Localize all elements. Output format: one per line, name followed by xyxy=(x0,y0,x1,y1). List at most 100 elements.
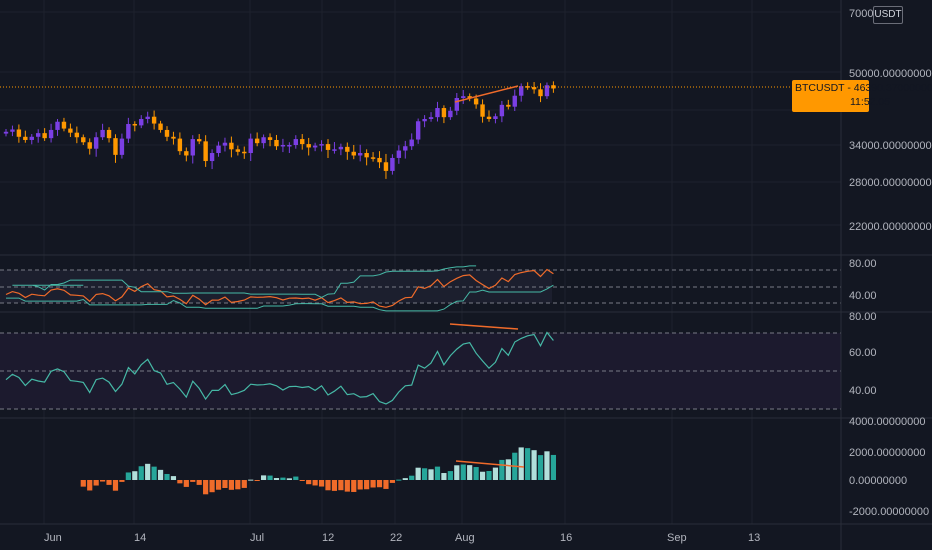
candle-body xyxy=(106,129,112,139)
ind2-rsi-line xyxy=(5,331,554,405)
countdown-label: 11:52:05 xyxy=(850,96,891,108)
histogram-bar xyxy=(80,480,86,487)
histogram-bar xyxy=(428,469,434,480)
histogram-bar xyxy=(531,450,537,480)
candle-body xyxy=(190,139,195,156)
candle-body xyxy=(274,139,279,147)
histogram-bar xyxy=(293,476,299,480)
ind3-divergence-line xyxy=(455,460,525,468)
histogram-bar xyxy=(544,451,550,480)
ind2-label-60: 60.00 xyxy=(849,347,877,359)
histogram-bar xyxy=(331,480,338,491)
candle-body xyxy=(306,144,311,148)
histogram-bar xyxy=(100,480,106,482)
histogram-bar xyxy=(177,480,183,484)
candle-body xyxy=(403,146,408,151)
candle-body xyxy=(358,153,363,156)
candle-body xyxy=(280,145,286,147)
histogram-bar xyxy=(145,463,151,480)
candle-body xyxy=(370,157,376,159)
histogram-bar xyxy=(338,480,344,491)
candle-body xyxy=(68,128,73,133)
histogram-bar xyxy=(525,448,531,480)
candle-body xyxy=(184,151,189,156)
histogram-bar xyxy=(473,467,479,480)
bollinger-rsi-pane xyxy=(0,265,841,312)
candle-body xyxy=(29,136,34,140)
trend-line-price[interactable] xyxy=(454,85,519,103)
price-tag-text: BTCUSDT - 46390.37000000 xyxy=(795,82,932,94)
histogram-bar xyxy=(222,480,228,488)
candle-body xyxy=(158,123,163,130)
candle-body xyxy=(435,108,440,118)
histogram-bar xyxy=(164,473,170,480)
histogram-bar xyxy=(318,480,325,487)
ind1-rsi-line xyxy=(5,268,554,308)
candle-body xyxy=(119,138,125,155)
histogram-bar xyxy=(389,480,395,483)
histogram-bar xyxy=(228,480,234,490)
histogram-bar xyxy=(370,480,376,488)
candle-body xyxy=(312,145,318,148)
candle-body xyxy=(23,136,28,140)
histogram-bar xyxy=(273,478,280,480)
histogram-bar xyxy=(241,480,247,488)
candle-body xyxy=(351,151,356,156)
histogram-bar xyxy=(254,480,260,481)
candle-body xyxy=(332,149,337,151)
candle-body xyxy=(16,129,22,137)
histogram-bar xyxy=(454,465,460,480)
histogram-bar xyxy=(351,480,357,492)
candle-body xyxy=(87,142,92,149)
histogram-bar xyxy=(518,447,524,480)
histogram-bar xyxy=(203,480,209,495)
currency-badge[interactable]: USDT xyxy=(873,6,903,24)
candle-body xyxy=(242,151,247,154)
price-label-top: 7000 xyxy=(849,8,873,20)
candle-body xyxy=(93,137,99,149)
candle-body xyxy=(467,96,472,99)
histogram-pane xyxy=(80,447,556,495)
price-label-34000: 34000.00000000 xyxy=(849,140,932,152)
candle-body xyxy=(209,153,215,162)
ind2-label-40: 40.00 xyxy=(849,385,877,397)
candle-body xyxy=(74,132,80,138)
histogram-bar xyxy=(132,471,138,480)
candle-body xyxy=(544,85,550,97)
candle-body xyxy=(81,137,86,143)
grid-lines xyxy=(0,0,841,524)
ind1-upper-band xyxy=(12,265,477,298)
candle-body xyxy=(222,142,228,146)
histogram-bar xyxy=(170,476,177,480)
time-label-13: 13 xyxy=(748,532,760,544)
histogram-bar xyxy=(215,480,222,490)
candle-body xyxy=(551,85,556,89)
ind1-label-80: 80.00 xyxy=(849,258,877,270)
histogram-bar xyxy=(306,480,312,485)
candle-body xyxy=(3,131,9,134)
histogram-bar xyxy=(106,480,112,485)
histogram-bar xyxy=(467,465,473,480)
histogram-bar xyxy=(209,480,215,493)
histogram-bar xyxy=(112,480,119,491)
candle-body xyxy=(235,149,241,152)
histogram-bar xyxy=(492,467,499,480)
candle-body xyxy=(480,104,485,117)
candle-body xyxy=(300,139,305,145)
candle-body xyxy=(113,138,118,155)
candle-body xyxy=(454,98,459,111)
time-label-aug: Aug xyxy=(455,532,475,544)
time-label-jun: Jun xyxy=(44,532,62,544)
histogram-bar xyxy=(151,466,157,480)
candle-body xyxy=(364,153,369,158)
histogram-bar xyxy=(479,471,486,480)
price-label-22000: 22000.00000000 xyxy=(849,221,932,233)
histogram-bar xyxy=(299,480,305,481)
histogram-bar xyxy=(183,480,189,487)
symbol-label: BTCUSDT xyxy=(795,82,845,94)
histogram-bar xyxy=(286,478,292,480)
histogram-bar xyxy=(248,479,254,481)
rsi-pane xyxy=(0,323,841,410)
price-label-50000: 50000.00000000 xyxy=(849,68,932,80)
